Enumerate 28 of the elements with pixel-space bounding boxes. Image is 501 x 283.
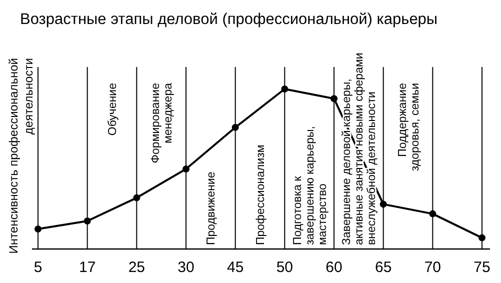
x-tick-label: 25 [128, 259, 146, 276]
chart-title: Возрастные этапы деловой (профессиональной) карьеры [20, 11, 438, 28]
x-tick-label: 60 [326, 259, 342, 276]
x-tick-label: 30 [178, 259, 194, 276]
point [380, 200, 387, 208]
annotation: Профессионализм [255, 144, 268, 245]
y-axis-title: Интенсивность профессиональной деятельности [6, 58, 36, 254]
x-tick-label: 75 [474, 259, 490, 276]
x-tick-label: 17 [78, 259, 96, 276]
x-tick-label: 50 [276, 259, 294, 276]
point [133, 194, 140, 202]
point [429, 210, 436, 218]
x-tick-label: 65 [374, 259, 392, 276]
annotation: Поддержание здоровья, семьи [396, 83, 422, 172]
annotation: Формирование менеджера [150, 82, 175, 164]
x-tick-label: 70 [424, 259, 442, 276]
point [281, 86, 288, 92]
point [84, 218, 91, 224]
point [330, 95, 338, 102]
annotation: Обучение [107, 83, 120, 136]
point [232, 124, 239, 131]
annotation: Подготовка к завершению карьеры, мастерство [292, 126, 329, 245]
annotation: Продвижение [206, 172, 218, 245]
point [34, 226, 42, 232]
point [182, 166, 190, 172]
point [478, 234, 486, 242]
x-tick-label: 45 [226, 259, 244, 276]
x-tick-label: 5 [34, 259, 42, 276]
